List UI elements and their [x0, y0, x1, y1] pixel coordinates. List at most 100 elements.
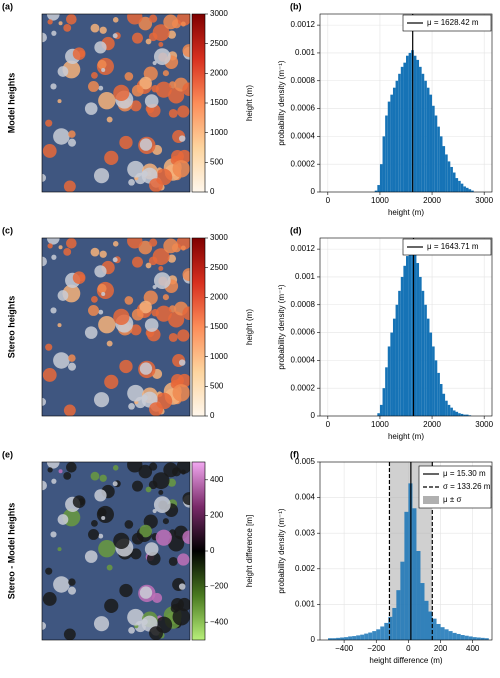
colorbar-tick-label: 2000 [210, 68, 228, 77]
histogram-bar [392, 607, 397, 640]
y-tick-label: 0.0006 [291, 328, 316, 337]
cloud [63, 180, 76, 192]
cloud [149, 462, 158, 471]
cloud [67, 138, 77, 147]
cloud [182, 492, 190, 506]
colorbar-label: height (m) [245, 85, 254, 121]
cloud [57, 514, 69, 525]
cloud [97, 59, 107, 70]
cloud [178, 135, 186, 142]
cloud [127, 384, 145, 402]
histogram-bar [406, 256, 409, 416]
legend-label: σ = 133.26 m [443, 482, 491, 491]
cloud [113, 84, 130, 101]
histogram-bar [395, 80, 399, 192]
cloud [127, 462, 143, 473]
colorbar-tick-label: −200 [210, 582, 229, 591]
histogram-bar [379, 404, 383, 416]
histogram-bar [450, 166, 453, 192]
colorbar-label: height difference [m] [245, 515, 254, 587]
cloud [58, 469, 63, 474]
cloud [94, 265, 107, 278]
colorbar-label: height (m) [245, 309, 254, 345]
x-tick-label: 400 [466, 644, 480, 653]
cloud [63, 628, 76, 640]
colorbar-tick-label: 2000 [210, 292, 228, 301]
cloud [168, 333, 178, 342]
cloud [84, 102, 98, 115]
cloud [139, 138, 153, 151]
histogram-bar [442, 146, 446, 192]
cloud [88, 304, 99, 316]
cloud [162, 70, 169, 77]
histogram-bar [340, 637, 345, 640]
panel-label: (b) [290, 1, 302, 11]
cloud [124, 296, 134, 305]
cloud [155, 305, 172, 322]
cloud [182, 306, 190, 320]
histogram-bar [398, 290, 401, 416]
histogram-bar [348, 636, 353, 640]
cloud [91, 519, 98, 527]
histogram-bar [424, 304, 427, 416]
cloud [93, 392, 110, 408]
cloud [112, 257, 118, 263]
cloud [127, 608, 145, 626]
cloud [112, 465, 119, 471]
histogram-bar [352, 636, 357, 640]
colorbar-tick-label: 400 [210, 475, 224, 484]
cloud [182, 268, 190, 282]
row-label: Stereo heights [6, 296, 16, 359]
cloud [139, 76, 152, 90]
cloud [42, 397, 47, 406]
histogram-bar [452, 632, 457, 640]
frame [41, 237, 191, 417]
cloud [57, 547, 62, 552]
cloud [68, 130, 76, 138]
cloud [124, 72, 134, 81]
histogram-bar [463, 414, 466, 416]
cloud [167, 478, 177, 487]
cloud [132, 32, 143, 44]
histogram-bar [471, 190, 474, 192]
histogram-bar [400, 66, 404, 192]
cloud [99, 474, 107, 482]
histogram-bar [376, 629, 381, 640]
x-tick-label: 0 [326, 420, 331, 429]
cloud [68, 354, 76, 362]
histogram-bar [408, 249, 412, 416]
colorbar-tick-label: 500 [210, 157, 224, 166]
cloud [119, 359, 133, 374]
cloud [163, 14, 179, 30]
histogram-bar [424, 600, 429, 640]
colorbar-tick-label: 3000 [210, 9, 228, 18]
legend-box [402, 238, 492, 256]
x-axis-label: height difference (m) [369, 656, 443, 665]
cloud [145, 486, 152, 493]
cloud [88, 80, 99, 92]
cloud [66, 462, 77, 473]
legend-label: μ = 1628.42 m [427, 18, 479, 27]
cloud [104, 150, 119, 165]
cloud [42, 368, 57, 382]
cloud [112, 17, 119, 23]
cloud [101, 67, 106, 73]
histogram-bar [328, 638, 333, 640]
histogram-bar [408, 52, 412, 192]
histogram-bar [332, 638, 337, 640]
cloud [99, 26, 107, 34]
histogram-bar [468, 189, 472, 192]
cloud [88, 528, 99, 540]
cloud [63, 247, 72, 256]
cloud [167, 30, 177, 39]
cloud [51, 30, 57, 36]
cloud [98, 309, 104, 315]
cloud [163, 238, 179, 254]
cloud [97, 283, 107, 294]
histogram-bar [472, 637, 477, 640]
histogram-bar [377, 185, 380, 192]
x-tick-label: 2000 [423, 420, 441, 429]
y-tick-label: 0.0008 [291, 76, 316, 85]
histogram-bar [437, 126, 440, 192]
